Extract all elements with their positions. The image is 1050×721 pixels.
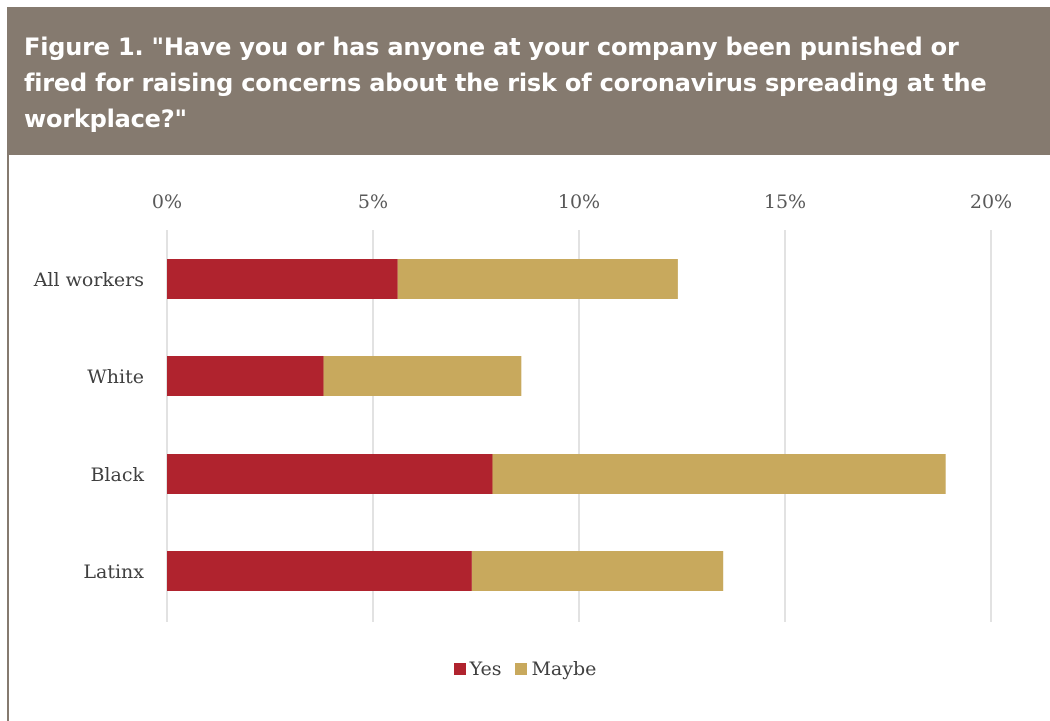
category-label: White <box>87 366 144 388</box>
category-labels: All workers White Black Latinx <box>33 269 145 583</box>
legend-item-maybe: Maybe <box>515 658 596 680</box>
category-label: Black <box>90 464 144 486</box>
bar-yes-white <box>167 356 324 396</box>
x-tick-label: 5% <box>358 191 388 213</box>
x-tick-label: 20% <box>970 191 1012 213</box>
category-label: All workers <box>33 269 144 291</box>
bar-yes-black <box>167 454 493 494</box>
x-tick-label: 0% <box>152 191 182 213</box>
figure-frame: Figure 1. "Have you or has anyone at you… <box>7 7 1050 721</box>
figure-header: Figure 1. "Have you or has anyone at you… <box>9 7 1050 155</box>
bar-yes-latinx <box>167 551 472 591</box>
bar-yes-all-workers <box>167 259 398 299</box>
bar-maybe-all-workers <box>397 259 678 299</box>
x-axis-ticks: 0% 5% 10% 15% 20% <box>152 191 1012 213</box>
bars <box>167 259 946 591</box>
legend-swatch <box>453 663 466 675</box>
legend-swatch <box>515 663 528 675</box>
category-label: Latinx <box>83 561 144 583</box>
x-tick-label: 10% <box>558 191 600 213</box>
x-tick-label: 15% <box>764 191 806 213</box>
legend-item-yes: Yes <box>453 658 502 680</box>
legend-label: Maybe <box>531 658 597 680</box>
bar-maybe-white <box>323 356 522 396</box>
bar-maybe-latinx <box>471 551 724 591</box>
legend: Yes Maybe <box>0 658 1050 680</box>
figure-title: Figure 1. "Have you or has anyone at you… <box>24 33 987 133</box>
bar-maybe-black <box>492 454 946 494</box>
legend-label: Yes <box>469 658 502 680</box>
